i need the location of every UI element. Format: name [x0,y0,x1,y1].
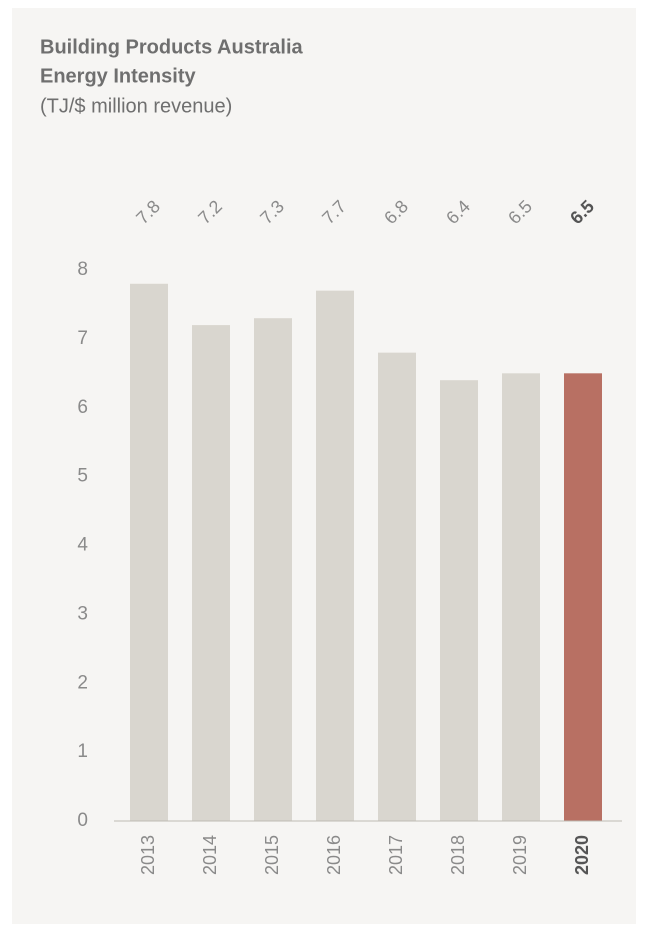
x-tick-label: 2015 [262,835,282,875]
y-tick-label: 7 [77,328,88,349]
x-tick-label: 2014 [200,835,220,875]
x-tick-label: 2013 [138,835,158,875]
bar [502,373,540,821]
bar [440,380,478,821]
bar [254,318,292,821]
x-tick-label: 2019 [510,835,530,875]
bar [316,290,354,822]
x-tick-label: 2018 [448,835,468,875]
bar [564,373,602,821]
y-tick-label: 0 [77,810,88,831]
y-tick-label: 6 [77,397,88,418]
y-tick-label: 2 [77,672,88,693]
y-tick-label: 3 [77,603,88,624]
y-tick-label: 5 [77,466,88,487]
chart-subtitle: (TJ/$ million revenue) [40,95,232,117]
y-tick-label: 4 [77,535,88,556]
x-tick-label: 2020 [572,835,592,875]
y-tick-label: 8 [77,259,88,280]
chart-title: Building Products Australia [40,36,303,58]
bar [130,283,168,821]
x-tick-label: 2017 [386,835,406,875]
x-tick-label: 2016 [324,835,344,875]
chart-title: Energy Intensity [40,65,196,87]
bar [192,325,230,821]
y-tick-label: 1 [77,741,88,762]
bar [378,352,416,821]
